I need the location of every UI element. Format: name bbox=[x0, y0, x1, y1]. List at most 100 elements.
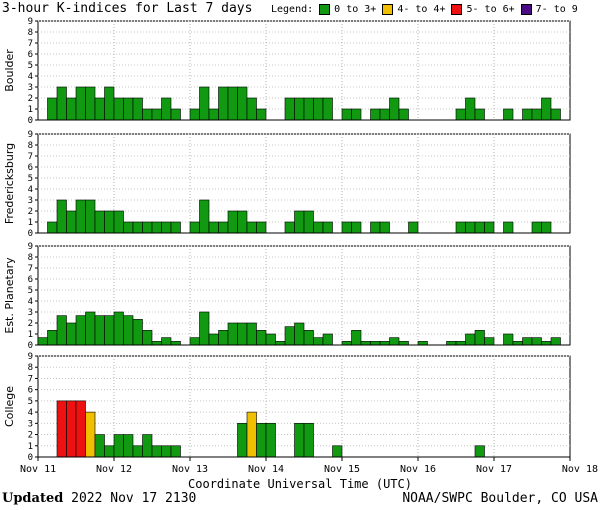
legend-text-green: 0 to 3+ bbox=[334, 4, 377, 15]
k-index-bar bbox=[161, 337, 172, 346]
k-index-bar bbox=[303, 97, 314, 121]
y-tick-label: 5 bbox=[28, 286, 33, 296]
k-index-bar bbox=[256, 423, 267, 458]
k-index-bar bbox=[208, 333, 219, 346]
k-index-bar bbox=[37, 337, 48, 346]
y-tick-label: 9 bbox=[28, 352, 33, 362]
k-index-bar bbox=[474, 108, 485, 121]
k-index-bar bbox=[351, 108, 362, 121]
k-index-bar bbox=[360, 341, 371, 346]
k-index-bar bbox=[531, 337, 542, 346]
k-index-bar bbox=[47, 221, 58, 234]
k-index-bar bbox=[408, 221, 419, 234]
k-index-bar bbox=[484, 337, 495, 346]
k-index-bar bbox=[104, 445, 115, 458]
k-index-bar bbox=[47, 330, 58, 346]
k-index-bar bbox=[189, 108, 200, 121]
k-index-bar bbox=[151, 341, 162, 346]
k-index-bar bbox=[541, 221, 552, 234]
k-index-bar bbox=[132, 97, 143, 121]
k-index-bar bbox=[332, 445, 343, 458]
k-index-bar bbox=[455, 341, 466, 346]
k-index-bar bbox=[123, 221, 134, 234]
k-index-bar bbox=[237, 210, 248, 234]
updated-label: Updated bbox=[2, 491, 64, 506]
legend-swatch-yellow bbox=[382, 4, 394, 15]
date-label: Nov 16 bbox=[400, 464, 436, 475]
k-index-bar bbox=[94, 210, 105, 234]
k-index-bar bbox=[522, 337, 533, 346]
date-label: Nov 15 bbox=[324, 464, 360, 475]
k-index-bar bbox=[237, 86, 248, 121]
y-tick-label: 9 bbox=[28, 242, 33, 252]
y-tick-label: 6 bbox=[28, 163, 33, 173]
k-index-bar bbox=[398, 341, 409, 346]
y-tick-label: 4 bbox=[28, 408, 33, 418]
y-tick-label: 9 bbox=[28, 130, 33, 140]
y-tick-label: 0 bbox=[28, 453, 33, 463]
k-index-bar bbox=[237, 322, 248, 346]
updated-value: 2022 Nov 17 2130 bbox=[71, 491, 197, 506]
k-index-bar bbox=[541, 97, 552, 121]
k-index-bar bbox=[503, 108, 514, 121]
k-index-bar bbox=[123, 97, 134, 121]
y-tick-label: 3 bbox=[28, 196, 33, 206]
k-index-bar bbox=[275, 341, 286, 346]
y-tick-label: 1 bbox=[28, 442, 33, 452]
k-index-bar bbox=[123, 434, 134, 458]
k-index-bar bbox=[351, 330, 362, 346]
k-index-bar bbox=[94, 97, 105, 121]
k-index-bar bbox=[104, 315, 115, 346]
k-index-bar bbox=[246, 411, 257, 458]
k-index-bar bbox=[351, 221, 362, 234]
y-tick-label: 2 bbox=[28, 319, 33, 329]
k-index-bar bbox=[113, 210, 124, 234]
k-index-bar bbox=[132, 445, 143, 458]
chart-title: 3-hour K-indices for Last 7 days bbox=[2, 1, 253, 16]
k-index-bar bbox=[237, 423, 248, 458]
k-index-bar bbox=[531, 221, 542, 234]
k-index-bar bbox=[322, 97, 333, 121]
y-tick-label: 6 bbox=[28, 386, 33, 396]
y-tick-label: 3 bbox=[28, 83, 33, 93]
k-index-bar bbox=[417, 341, 428, 346]
k-index-bar bbox=[303, 330, 314, 346]
y-tick-label: 8 bbox=[28, 28, 33, 38]
k-index-bar bbox=[75, 400, 86, 458]
k-index-bar bbox=[218, 86, 229, 121]
k-index-bar bbox=[474, 445, 485, 458]
k-index-bar bbox=[379, 108, 390, 121]
y-tick-label: 3 bbox=[28, 308, 33, 318]
k-index-bar bbox=[104, 86, 115, 121]
k-index-bar bbox=[199, 311, 210, 346]
station-label: Fredericksburg bbox=[3, 143, 16, 224]
k-index-bar bbox=[85, 311, 96, 346]
legend-swatch-purple bbox=[520, 4, 532, 15]
legend-label: Legend: bbox=[271, 4, 314, 15]
y-tick-label: 5 bbox=[28, 397, 33, 407]
k-index-bar bbox=[256, 330, 267, 346]
k-index-bar bbox=[142, 108, 153, 121]
y-tick-label: 1 bbox=[28, 105, 33, 115]
legend: Legend: 0 to 3+ 4- to 4+ 5- to 6+ 7- to … bbox=[271, 4, 580, 15]
k-index-bar bbox=[218, 221, 229, 234]
k-index-bar bbox=[284, 326, 295, 346]
k-index-bar bbox=[199, 86, 210, 121]
k-index-bar bbox=[113, 97, 124, 121]
k-index-bar bbox=[85, 86, 96, 121]
k-index-bar bbox=[56, 315, 67, 346]
k-index-bar bbox=[474, 221, 485, 234]
k-index-bar bbox=[161, 221, 172, 234]
k-index-bar bbox=[512, 341, 523, 346]
k-index-bar bbox=[389, 337, 400, 346]
k-index-bar bbox=[503, 333, 514, 346]
k-index-bar bbox=[294, 423, 305, 458]
k-index-bar bbox=[132, 319, 143, 346]
station-label: College bbox=[3, 386, 16, 427]
k-index-bar bbox=[123, 315, 134, 346]
k-index-bar bbox=[75, 199, 86, 234]
y-tick-label: 4 bbox=[28, 185, 33, 195]
date-label: Nov 11 bbox=[20, 464, 56, 475]
k-index-bar bbox=[75, 315, 86, 346]
k-index-bar bbox=[341, 221, 352, 234]
